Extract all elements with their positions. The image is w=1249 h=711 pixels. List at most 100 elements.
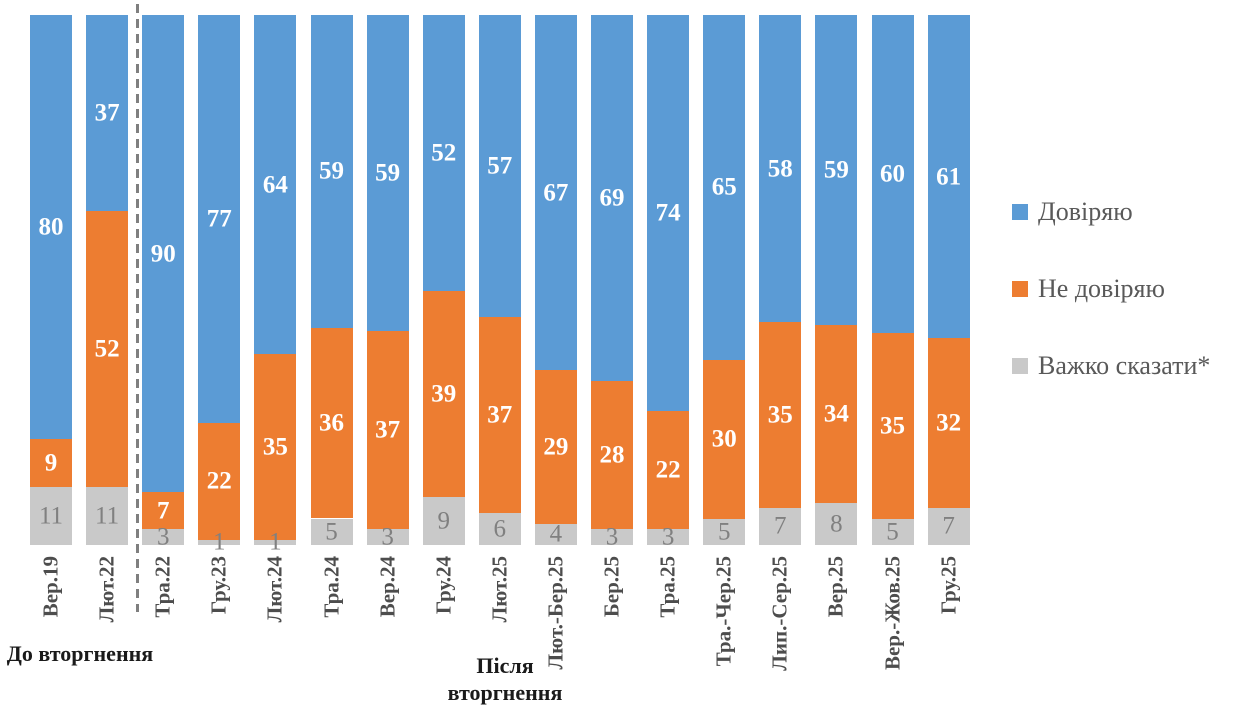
- value-label: 29: [543, 433, 569, 461]
- x-axis-label: Вер.19: [38, 556, 63, 618]
- value-label: 59: [823, 156, 849, 184]
- legend-label: Довіряю: [1038, 196, 1133, 226]
- bar-segment: 35: [759, 322, 802, 508]
- bar-segment: 1: [254, 530, 297, 555]
- value-label: 3: [605, 523, 619, 551]
- legend-item: Довіряю: [1012, 196, 1210, 227]
- bar-segment: 8: [815, 503, 858, 545]
- bar-segment: 34: [815, 324, 858, 503]
- value-label: 5: [325, 518, 338, 546]
- legend: Довіряю Не довіряю Важко сказати*: [1012, 196, 1210, 427]
- bar-segment: 65: [703, 15, 746, 360]
- value-label: 1: [213, 528, 226, 556]
- bar-segment: 28: [591, 380, 633, 530]
- value-label: 59: [375, 159, 401, 187]
- bar-segment: 5: [871, 518, 914, 545]
- value-label: 7: [942, 512, 955, 540]
- bar-segment: 69: [591, 15, 633, 381]
- x-axis-label: Тра.25: [655, 556, 680, 618]
- value-label: 11: [95, 502, 120, 530]
- x-axis-label: Лют.22: [94, 556, 119, 623]
- bar-segment: 9: [422, 497, 465, 545]
- bar-segment: 74: [647, 15, 690, 412]
- bar-segment: 39: [422, 290, 465, 498]
- value-label: 35: [767, 401, 793, 429]
- value-label: 32: [936, 409, 962, 437]
- value-label: 34: [823, 400, 849, 428]
- value-label: 6: [493, 515, 507, 543]
- bar-segment: 6: [478, 513, 521, 545]
- bar-segment: 35: [871, 333, 914, 519]
- value-label: 7: [156, 497, 170, 525]
- bar-segment: 37: [478, 317, 521, 514]
- value-label: 52: [431, 139, 457, 167]
- value-label: 60: [880, 160, 905, 188]
- value-label: 1: [269, 528, 282, 556]
- bar-segment: 7: [759, 507, 802, 545]
- bar-segment: 22: [647, 411, 690, 529]
- bar-segment: 5: [310, 518, 353, 546]
- bar-segment: 3: [142, 525, 185, 550]
- bar-segment: 59: [366, 15, 409, 331]
- value-label: 11: [38, 502, 64, 530]
- bar-segment: 1: [198, 530, 241, 555]
- bar-segment: 58: [759, 15, 802, 323]
- bar-segment: 37: [366, 330, 409, 529]
- bar-segment: 67: [534, 15, 577, 371]
- value-label: 3: [661, 523, 675, 551]
- value-label: 90: [150, 240, 176, 267]
- bar-segment: 80: [30, 15, 72, 439]
- bar-segment: 59: [815, 15, 858, 325]
- x-axis-label: Тра.24: [319, 556, 343, 618]
- value-label: 57: [487, 152, 513, 180]
- value-label: 37: [94, 99, 120, 127]
- bar-segment: 11: [30, 486, 72, 545]
- x-axis-label: Лип.-Сер.25: [767, 556, 792, 671]
- bar-segment: 3: [591, 525, 633, 550]
- bar-segment: 52: [422, 15, 465, 291]
- value-label: 39: [431, 380, 457, 408]
- value-label: 61: [936, 163, 962, 191]
- bar-segment: 36: [310, 327, 353, 519]
- value-label: 69: [599, 184, 625, 212]
- x-axis-label: Бер.25: [599, 556, 624, 618]
- value-label: 80: [38, 213, 64, 241]
- bar-segment: 59: [310, 15, 353, 328]
- value-label: 52: [94, 335, 120, 363]
- legend-label: Важко сказати*: [1038, 350, 1211, 380]
- value-label: 35: [880, 412, 905, 440]
- value-label: 3: [381, 523, 394, 551]
- bar-segment: 77: [198, 15, 241, 424]
- value-label: 7: [774, 512, 787, 540]
- bar-segment: 3: [647, 524, 690, 549]
- value-label: 4: [549, 520, 563, 548]
- bar-segment: 29: [534, 370, 577, 524]
- bar-segment: 52: [86, 211, 129, 487]
- value-label: 9: [437, 507, 450, 535]
- legend-item: Не довіряю: [1012, 273, 1210, 304]
- x-axis-label: Гру.25: [936, 556, 961, 615]
- bar-segment: 30: [703, 359, 746, 519]
- bar-segment: 37: [86, 15, 129, 212]
- bar-segment: 9: [30, 439, 72, 487]
- bar-segment: 7: [142, 492, 185, 530]
- group-label-after-invasion: Після вторгнення: [447, 653, 563, 705]
- value-label: 22: [206, 467, 232, 495]
- bar-segment: 90: [142, 15, 185, 492]
- x-axis-label: Гру.24: [431, 556, 456, 615]
- bar-segment: 57: [478, 15, 521, 318]
- value-label: 22: [655, 456, 681, 484]
- value-label: 64: [262, 171, 288, 199]
- bar-segment: 4: [534, 520, 577, 548]
- value-label: 5: [717, 518, 731, 546]
- value-label: 37: [487, 401, 513, 429]
- x-axis-label: Вер.-Жов.25: [880, 556, 904, 671]
- legend-label: Не довіряю: [1038, 273, 1165, 303]
- bar-segment: 7: [927, 507, 970, 545]
- bar-segment: 3: [366, 524, 409, 549]
- legend-swatch-icon: [1012, 280, 1028, 297]
- x-axis-label: Гру.23: [206, 556, 231, 615]
- value-label: 67: [543, 179, 569, 207]
- bar-segment: 60: [871, 15, 914, 333]
